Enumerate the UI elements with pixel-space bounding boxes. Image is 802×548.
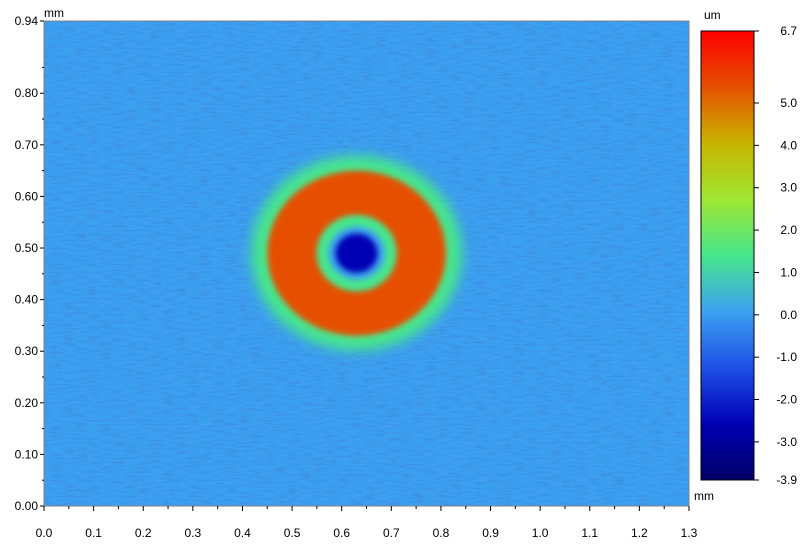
x-tick-label: 1.3 (681, 526, 698, 540)
plot-area (44, 21, 689, 506)
x-tick-label: 0.5 (284, 526, 301, 540)
x-tick-label: 0.9 (482, 526, 499, 540)
y-tick-label: 0.80 (15, 86, 39, 100)
x-tick-label: 1.1 (581, 526, 598, 540)
x-tick-label: 0.1 (85, 526, 102, 540)
x-tick-label: 0.8 (433, 526, 450, 540)
y-axis-unit: mm (44, 6, 64, 20)
x-tick-label: 0.6 (333, 526, 350, 540)
y-tick-label: 0.40 (15, 293, 39, 307)
x-tick-label: 1.2 (631, 526, 648, 540)
y-tick-label: 0.30 (15, 344, 39, 358)
center-pit (335, 233, 378, 273)
colorbar-tick-label: 4.0 (780, 138, 797, 152)
x-tick-label: 0.0 (36, 526, 53, 540)
colorbar-tick-label: 6.7 (780, 24, 797, 38)
y-tick-label: 0.10 (15, 447, 39, 461)
colorbar-tick-label: -2.0 (776, 393, 797, 407)
colorbar-tick-label: 5.0 (780, 96, 797, 110)
y-tick-label: 0.60 (15, 189, 39, 203)
colorbar-tick-label: 0.0 (780, 308, 797, 322)
colorbar-tick-label: 2.0 (780, 223, 797, 237)
x-tick-label: 0.7 (383, 526, 400, 540)
x-tick-label: 0.2 (135, 526, 152, 540)
y-tick-label: 0.50 (15, 241, 39, 255)
colorbar-unit: um (704, 8, 721, 22)
y-tick-label: 0.00 (15, 499, 39, 513)
y-tick-label: 0.70 (15, 138, 39, 152)
colorbar: um 6.7 5.0 4.0 3.0 2.0 1.0 0.0 -1.0 -2.0 -3.0 -3.9 (700, 8, 797, 487)
x-axis-unit: mm (694, 489, 714, 503)
x-tick-label: 1.0 (532, 526, 549, 540)
colorbar-tick-label: -3.0 (776, 435, 797, 449)
colorbar-tick-label: -3.9 (776, 473, 797, 487)
x-tick-label: 0.3 (185, 526, 202, 540)
colorbar-tick-label: -1.0 (776, 350, 797, 364)
colorbar-scale (700, 30, 755, 481)
x-axis: 0.0 0.1 0.2 0.3 0.4 0.5 0.6 0.7 0.8 0.9 1.0 1.1 1.2 1… (36, 506, 698, 540)
colorbar-tick-label: 3.0 (780, 181, 797, 195)
y-tick-label: 0.94 (15, 14, 39, 28)
y-axis: 0.00 0.10 0.20 0.30 0.40 0.50 0.60 0.70 0.80 0.94 (15, 14, 44, 513)
y-tick-label: 0.20 (15, 396, 39, 410)
colorbar-tick-label: 1.0 (780, 265, 797, 279)
x-tick-label: 0.4 (234, 526, 251, 540)
